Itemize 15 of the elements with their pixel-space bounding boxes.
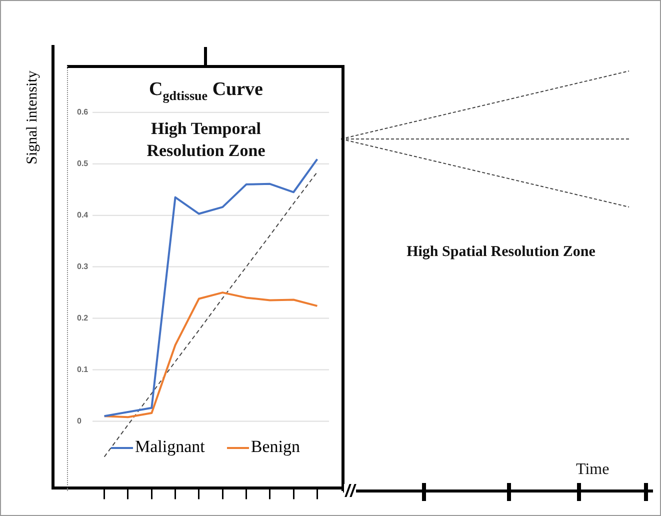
- text: Time: [576, 461, 610, 479]
- y-tick-label: 0.5: [77, 159, 89, 168]
- text: High Spatial Resolution Zone: [406, 244, 596, 261]
- annotation: High Temporal Resolution Zone: [146, 118, 266, 162]
- line-series: [104, 172, 318, 458]
- y-tick-label: 0.2: [77, 313, 89, 322]
- text: C$_{gdtissue}$ Curve: [148, 79, 264, 104]
- y-tick-label: 0.6: [77, 108, 89, 117]
- y-tick-label: 0.3: [77, 262, 89, 272]
- legend-label: Benign: [250, 437, 300, 457]
- y-tick-label: 0.4: [77, 210, 89, 220]
- y-axis-title: Signal intensity: [24, 70, 42, 166]
- y-tick-label: 0: [77, 416, 82, 426]
- y-tick-label: 0.1: [77, 364, 89, 374]
- legend-label: Malignant: [134, 437, 205, 457]
